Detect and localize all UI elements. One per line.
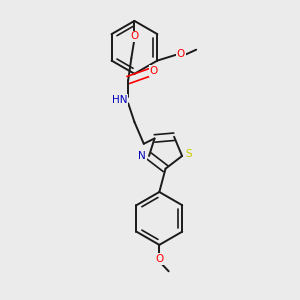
Text: S: S (186, 149, 192, 159)
Text: HN: HN (112, 95, 127, 105)
Text: O: O (150, 66, 158, 76)
Text: O: O (176, 50, 185, 59)
Text: N: N (138, 151, 146, 161)
Text: O: O (155, 254, 164, 264)
Text: O: O (130, 32, 139, 41)
